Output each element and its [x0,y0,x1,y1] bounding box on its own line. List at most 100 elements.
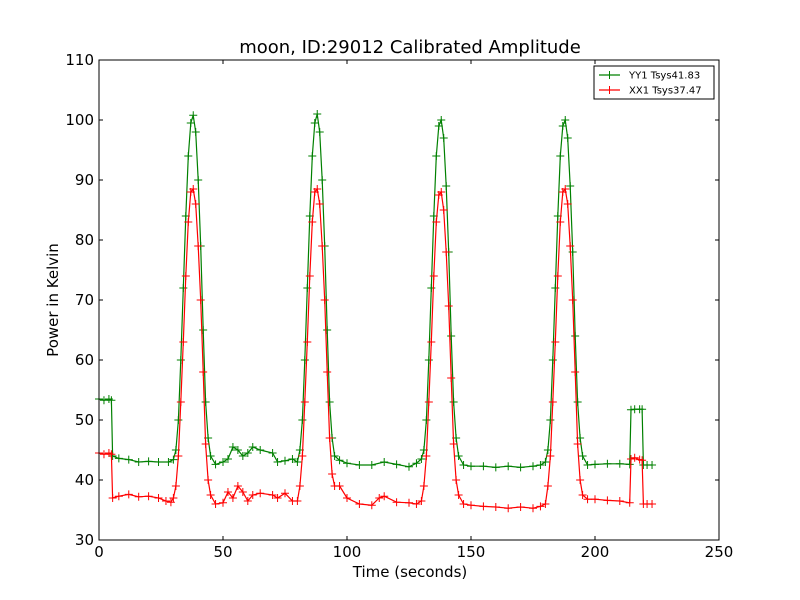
data-point [238,452,247,460]
data-point [315,128,324,136]
data-point [300,356,309,364]
data-point [638,405,647,414]
data-point [516,463,525,472]
data-point [548,356,557,364]
data-point [603,459,612,468]
y-tick-label: 90 [75,171,94,189]
data-point [625,460,634,469]
data-point [256,489,265,498]
data-point [318,176,327,184]
data-point [206,452,215,460]
data-point [228,494,237,502]
data-point [273,494,282,502]
y-tick-label: 80 [75,231,94,249]
data-point [479,502,488,511]
data-point [491,503,500,511]
data-point [648,461,657,469]
data-point [556,218,565,226]
data-point [578,452,587,460]
data-point [561,116,570,124]
data-point [638,456,647,465]
data-point [176,398,185,406]
data-point [432,218,441,226]
data-point [467,462,475,471]
data-point [325,434,334,442]
data-point [543,482,552,490]
data-point [437,188,446,196]
data-point [603,496,612,505]
data-point [124,455,133,464]
series-0 [95,110,657,472]
data-point [558,122,567,130]
data-point [99,450,108,459]
data-point [303,338,312,346]
data-point [330,452,339,460]
data-point [305,272,314,280]
legend-item-1: XX1 Tsys37.47 [599,86,702,97]
x-tick-label: 250 [705,543,734,561]
data-point [313,185,322,193]
data-point [194,242,203,250]
data-point [437,116,446,124]
data-point [648,500,657,508]
y-tick-label: 100 [65,111,94,129]
data-point [174,452,183,460]
data-point [449,398,458,406]
data-point [504,504,513,513]
data-point [536,461,545,469]
data-point [308,152,317,160]
data-point [243,449,252,457]
data-point [504,462,513,471]
data-point [427,284,436,292]
data-point [223,488,232,496]
data-point [583,461,592,469]
data-point [243,497,252,505]
data-point [144,457,153,466]
data-point [194,176,203,184]
data-point [293,497,302,505]
legend-marker [605,86,614,94]
data-point [320,296,329,304]
data-point [308,218,317,226]
y-axis-label: Power in Kelvin [44,243,62,357]
data-point [553,272,562,280]
data-point [566,182,575,190]
data-point [459,500,468,508]
data-point [355,461,364,469]
data-point [310,119,319,127]
data-point [459,461,468,469]
data-point [335,482,344,490]
data-point [107,396,116,405]
data-point [422,452,431,460]
data-point [191,200,200,208]
data-point [189,185,198,193]
data-point [442,248,451,256]
data-point [181,272,190,280]
data-point [315,200,324,208]
data-point [491,463,500,472]
data-point [199,368,208,376]
data-point [281,489,289,498]
data-point [273,458,282,466]
data-point [625,498,634,507]
data-point [546,416,555,424]
data-point [380,458,389,466]
data-point [479,462,488,471]
data-point [171,482,180,490]
x-tick-label: 150 [457,543,486,561]
data-point [432,152,441,160]
data-point [591,460,599,469]
data-point [303,284,312,292]
data-point [248,491,257,499]
data-point [447,332,456,340]
data-point [293,458,302,466]
x-axis: 0 50 100 150 200 250 [94,60,733,561]
data-point [186,119,195,127]
data-point [536,502,545,511]
data-point [546,452,555,460]
data-point [298,416,307,424]
data-point [228,443,237,451]
data-point [134,458,143,466]
